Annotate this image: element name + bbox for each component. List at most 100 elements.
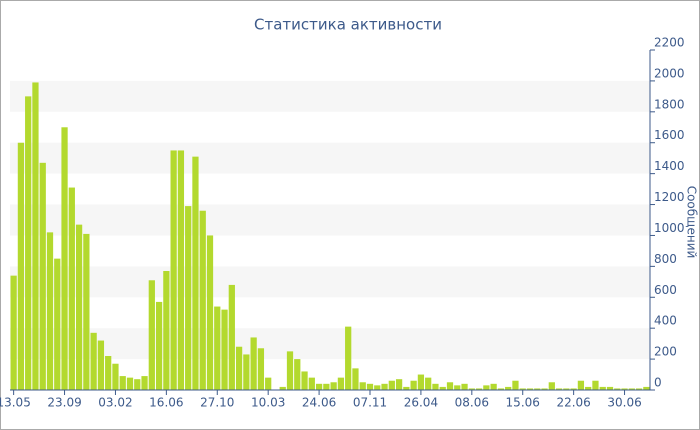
- bar: [548, 382, 555, 390]
- x-tick-label: 27.10: [200, 396, 234, 410]
- bar: [635, 388, 643, 390]
- y-tick-label: 200: [654, 345, 677, 359]
- bar: [585, 386, 592, 390]
- grid-band: [10, 204, 650, 236]
- bar: [505, 386, 512, 390]
- bar: [490, 383, 497, 390]
- bar: [46, 232, 54, 390]
- bar: [555, 388, 563, 390]
- bar: [454, 385, 461, 390]
- y-tick-label: 2200: [654, 36, 685, 50]
- bar: [250, 337, 257, 390]
- bar: [534, 388, 541, 390]
- bar: [192, 156, 199, 390]
- bar: [97, 340, 105, 390]
- y-tick-label: 400: [654, 314, 677, 328]
- bar: [170, 150, 177, 390]
- bar: [446, 382, 454, 390]
- bar: [599, 386, 606, 390]
- bar: [592, 380, 599, 390]
- bar: [621, 388, 628, 390]
- bar: [177, 150, 185, 390]
- bar: [381, 383, 388, 390]
- bar: [614, 388, 621, 390]
- bar: [235, 346, 243, 390]
- bar: [134, 379, 141, 390]
- bar: [243, 354, 250, 390]
- y-tick-label: 800: [654, 252, 677, 266]
- chart-title: Статистика активности: [254, 16, 442, 34]
- bar: [337, 377, 345, 390]
- bar: [279, 386, 286, 390]
- x-tick-label: 24.06: [302, 396, 336, 410]
- bar: [432, 383, 439, 390]
- bar: [214, 306, 221, 390]
- bar: [294, 359, 301, 390]
- x-tick-label: 07.11: [353, 396, 387, 410]
- bar: [395, 379, 403, 390]
- grid-band: [10, 266, 650, 298]
- y-tick-label: 1400: [654, 159, 685, 173]
- x-tick-label: 16.06: [149, 396, 183, 410]
- bar: [366, 383, 374, 390]
- bar: [83, 233, 90, 390]
- bar: [228, 284, 235, 390]
- bar: [105, 356, 112, 390]
- bar: [32, 82, 39, 391]
- x-tick-label: 15.06: [506, 396, 540, 410]
- y-axis-label: Сообщений: [685, 186, 699, 259]
- grid-band: [10, 142, 650, 174]
- bar: [417, 374, 425, 390]
- bar: [315, 383, 323, 390]
- bar: [90, 332, 97, 390]
- bar: [68, 187, 75, 390]
- bar: [526, 388, 534, 390]
- bar: [410, 380, 417, 390]
- bar: [439, 386, 446, 390]
- bar: [39, 162, 46, 390]
- bar: [119, 376, 126, 390]
- bar: [606, 386, 614, 390]
- x-tick-label: 13.05: [0, 396, 31, 410]
- bar: [257, 348, 265, 390]
- bar: [148, 280, 155, 390]
- bar: [17, 142, 25, 390]
- bar: [359, 382, 366, 390]
- bar: [425, 377, 432, 390]
- bar: [461, 383, 468, 390]
- bar: [221, 309, 228, 390]
- x-tick-label: 23.09: [47, 396, 81, 410]
- bar: [563, 388, 570, 390]
- bar: [388, 380, 395, 390]
- bar: [577, 380, 585, 390]
- bar: [126, 377, 134, 390]
- x-tick-label: 30.06: [607, 396, 641, 410]
- bar: [185, 206, 192, 390]
- bar: [345, 326, 352, 390]
- bar: [155, 301, 163, 390]
- bar: [10, 275, 17, 390]
- bar: [352, 368, 359, 390]
- bar: [308, 377, 315, 390]
- x-tick-label: 22.06: [556, 396, 590, 410]
- bar: [497, 388, 505, 390]
- bar: [330, 382, 337, 390]
- x-tick-label: 08.06: [455, 396, 489, 410]
- y-tick-label: 2000: [654, 66, 685, 80]
- bar: [374, 385, 381, 390]
- bar: [206, 235, 214, 390]
- bar: [286, 351, 294, 390]
- bar: [541, 388, 548, 390]
- y-tick-label: 600: [654, 283, 677, 297]
- bar: [519, 388, 526, 390]
- x-tick-label: 03.02: [98, 396, 132, 410]
- bar: [61, 127, 68, 390]
- bar: [199, 210, 206, 390]
- bar: [25, 96, 32, 390]
- bar: [54, 258, 61, 390]
- bar: [141, 376, 148, 390]
- x-tick-label: 26.04: [404, 396, 438, 410]
- grid-band: [10, 80, 650, 112]
- x-tick-label: 10.03: [251, 396, 285, 410]
